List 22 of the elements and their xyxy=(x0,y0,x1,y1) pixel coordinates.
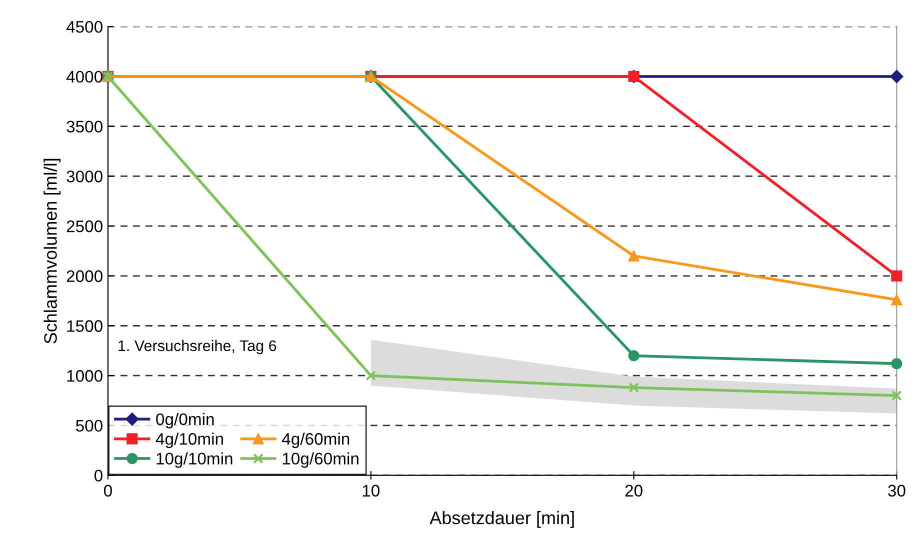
y-tick-label: 500 xyxy=(76,420,102,432)
legend-label: 10g/10min xyxy=(156,452,232,468)
y-tick-label: 1000 xyxy=(67,370,102,382)
x-tick-label: 20 xyxy=(625,484,642,497)
y-tick-label: 4500 xyxy=(66,20,102,33)
x-tick-label: 10 xyxy=(362,484,380,497)
y-tick-label: 2500 xyxy=(66,220,102,232)
y-tick-label: 3500 xyxy=(66,120,102,133)
y-tick-label: 0 xyxy=(94,470,102,482)
x-axis-title: Absetzdauer [min] xyxy=(430,511,574,528)
legend-label: 10g/60min xyxy=(282,452,358,468)
legend-label: 4g/10min xyxy=(156,432,223,448)
y-axis-title: Schlammvolumen [ml/l] xyxy=(44,158,60,344)
annotation: 1. Versuchsreihe, Tag 6 xyxy=(118,340,276,354)
legend-label: 4g/60min xyxy=(282,432,350,448)
x-tick-label: 0 xyxy=(104,484,112,497)
y-tick-label: 3000 xyxy=(66,170,102,182)
y-tick-label: 2000 xyxy=(66,270,102,282)
x-tick-label: 30 xyxy=(888,484,906,497)
y-tick-label: 4000 xyxy=(66,70,102,83)
legend-label: 0g/0min xyxy=(156,412,214,428)
y-tick-label: 1500 xyxy=(67,320,102,332)
